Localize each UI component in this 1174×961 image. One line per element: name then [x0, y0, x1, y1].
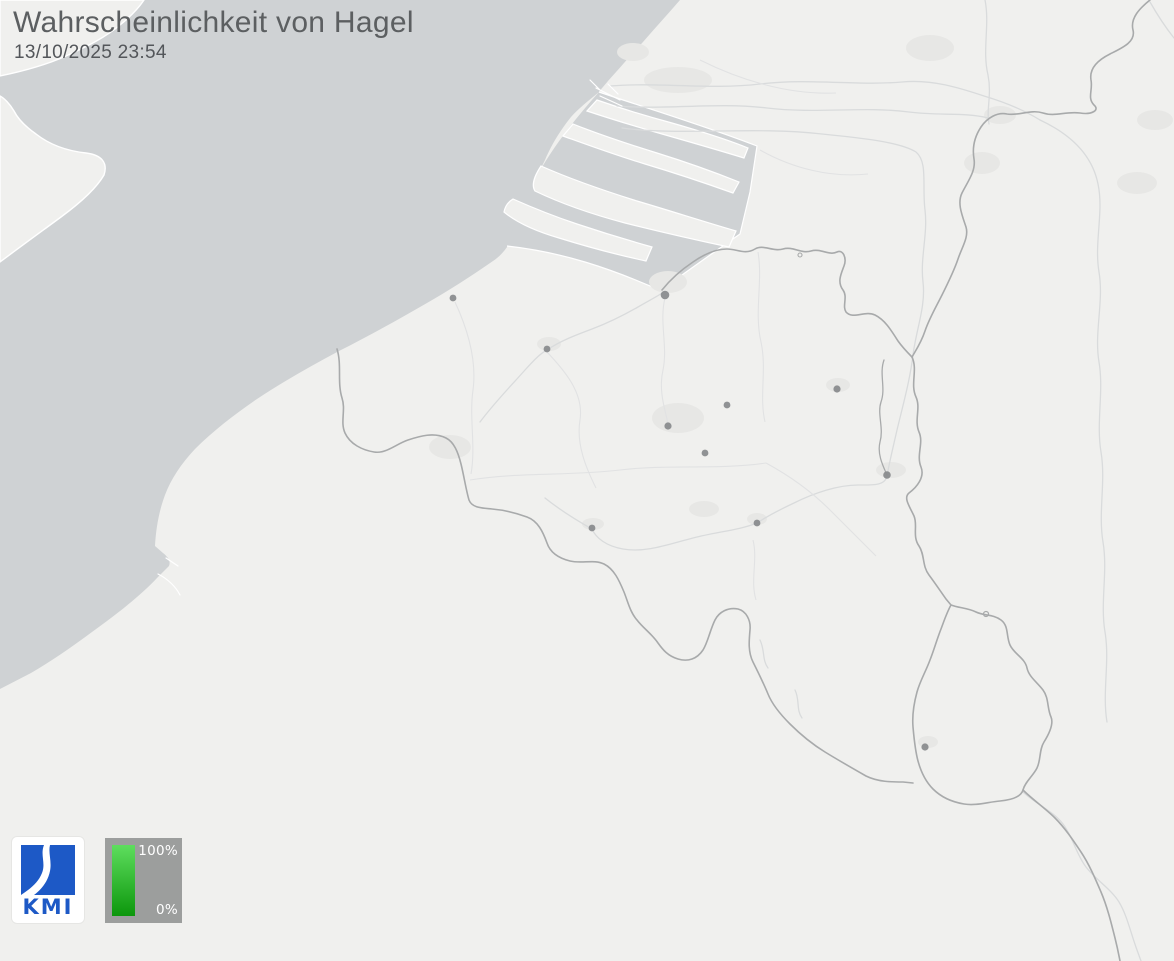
city-dot [588, 524, 596, 532]
city-dots-layer [449, 290, 929, 751]
country-borders [336, 0, 1151, 961]
harbour-details [157, 79, 623, 596]
map-timestamp: 13/10/2025 23:54 [14, 41, 167, 63]
delta-coastline [506, 91, 758, 293]
region-borders [454, 59, 877, 601]
city-dot [753, 519, 761, 527]
legend-min-label: 0% [155, 902, 178, 918]
city-dot [664, 422, 672, 430]
legend-max-label: 100% [138, 843, 178, 859]
city-dot [833, 385, 841, 393]
rivers [479, 0, 1174, 961]
england-kent [0, 95, 106, 263]
city-dot [449, 294, 457, 302]
kmi-logo: KMI [12, 837, 84, 923]
city-dot [660, 290, 670, 300]
title-block: Wahrscheinlichkeit von Hagel 13/10/2025 … [13, 6, 414, 64]
city-dot [723, 401, 731, 409]
legend-gradient-bar [112, 845, 135, 916]
delta-islands [503, 99, 749, 262]
england-north [0, 0, 145, 77]
kmi-logo-icon [20, 844, 76, 896]
kmi-logo-text: KMI [22, 895, 74, 919]
city-dot [921, 743, 929, 751]
sea-north-sea [0, 0, 680, 689]
city-dot [543, 345, 551, 353]
probability-legend: 100% 0% [105, 838, 182, 923]
map-title: Wahrscheinlichkeit von Hagel [13, 6, 414, 39]
city-dot [883, 471, 891, 479]
city-dot [701, 449, 709, 457]
